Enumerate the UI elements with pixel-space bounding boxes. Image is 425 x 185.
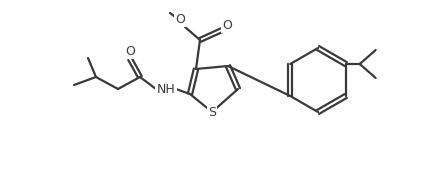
Text: O: O xyxy=(222,18,232,31)
Text: O: O xyxy=(175,13,185,26)
Text: NH: NH xyxy=(157,83,176,95)
Text: S: S xyxy=(208,105,216,119)
Text: O: O xyxy=(125,45,135,58)
